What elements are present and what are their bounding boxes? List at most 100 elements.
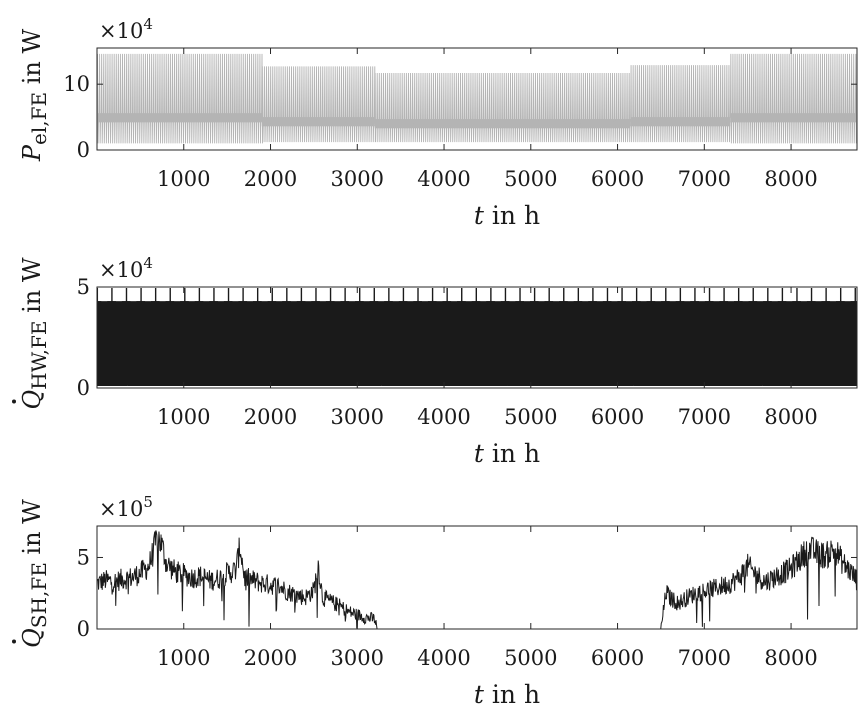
- base-band: [630, 117, 731, 127]
- y-axis-label: QSH,FE in W: [18, 499, 51, 648]
- q-dot-accent: [12, 639, 16, 644]
- x-tick-label: 5000: [504, 167, 557, 191]
- weekly-gap: [349, 288, 356, 302]
- panel-electric-power: 1000 2000 3000 4000 5000 6000 7000 8000 0 10 ×104 t…: [18, 15, 858, 230]
- data-series: [97, 288, 857, 386]
- weekly-gap: [800, 288, 807, 302]
- weekly-gap: [771, 288, 778, 302]
- y-axis-unit: in W: [18, 257, 46, 320]
- axes-frame: [96, 47, 858, 151]
- x-axis-label: t in h: [474, 680, 540, 704]
- x-tick-label: 4000: [417, 646, 470, 670]
- weekly-gap: [217, 288, 224, 302]
- exponent-power: 5: [143, 493, 153, 511]
- x-axis-variable: t: [474, 201, 485, 230]
- x-tick-label: 3000: [331, 405, 384, 429]
- weekly-gap: [451, 288, 458, 302]
- x-axis-variable: t: [474, 680, 485, 704]
- weekly-gap: [494, 288, 501, 302]
- y-tick-label: 5: [77, 545, 90, 569]
- x-axis-variable: t: [474, 439, 485, 468]
- series-line: [97, 288, 857, 386]
- weekly-gap: [465, 288, 472, 302]
- exponent-power: 4: [143, 254, 153, 272]
- y-axis-unit: in W: [18, 29, 46, 92]
- x-axis-label: t in h: [474, 439, 540, 468]
- y-tick-label: 0: [77, 617, 90, 641]
- q-dot-accent: [12, 399, 16, 404]
- x-tick-label: 5000: [504, 646, 557, 670]
- weekly-gap: [145, 288, 152, 302]
- weekly-gap: [407, 288, 414, 302]
- x-tick-label: 6000: [591, 167, 644, 191]
- weekly-gap: [363, 288, 370, 302]
- axes-frame: [96, 525, 858, 630]
- y-axis-subscript: el,FE: [27, 92, 51, 145]
- x-tick-label: 2000: [244, 646, 297, 670]
- y-axis-symbol: P: [18, 144, 46, 162]
- y-axis-subscript: SH,FE: [27, 562, 51, 628]
- x-axis-unit: in h: [484, 201, 540, 230]
- weekly-gap: [305, 288, 312, 302]
- weekly-gap: [130, 288, 137, 302]
- axes-frame: [96, 286, 858, 389]
- y-tick-label: 0: [77, 138, 90, 162]
- weekly-gap: [203, 288, 210, 302]
- weekly-gap: [786, 288, 793, 302]
- weekly-gap: [567, 288, 574, 302]
- weekly-gap: [655, 288, 662, 302]
- weekly-gap: [378, 288, 385, 302]
- weekly-gap: [290, 288, 297, 302]
- x-tick-label: 3000: [331, 646, 384, 670]
- x-tick-label: 8000: [764, 167, 817, 191]
- y-axis-unit: in W: [18, 499, 46, 562]
- weekly-gap: [392, 288, 399, 302]
- exponent-base: ×10: [99, 19, 143, 43]
- y-tick-label: 0: [77, 376, 90, 400]
- exponent-base: ×10: [99, 258, 143, 282]
- weekly-gap: [188, 288, 195, 302]
- base-band: [261, 117, 375, 127]
- exponent-base: ×10: [99, 497, 143, 521]
- x-tick-label: 7000: [678, 405, 731, 429]
- weekly-gap: [480, 288, 487, 302]
- weekly-gap: [232, 288, 239, 302]
- exponent-label: ×104: [99, 254, 153, 282]
- x-tick-label: 6000: [591, 646, 644, 670]
- x-axis-unit: in h: [484, 439, 540, 468]
- series-line: [97, 53, 857, 144]
- weekly-gap: [101, 288, 108, 302]
- weekly-gap: [757, 288, 764, 302]
- weekly-gap: [698, 288, 705, 302]
- exponent-label: ×104: [99, 15, 153, 43]
- weekly-gap: [115, 288, 122, 302]
- y-axis-label: QHW,FE in W: [18, 257, 51, 409]
- data-series: [97, 53, 857, 144]
- series-line: [97, 530, 857, 629]
- weekly-gap: [669, 288, 676, 302]
- weekly-gap: [830, 288, 837, 302]
- x-tick-label: 7000: [678, 646, 731, 670]
- x-tick-label: 7000: [678, 167, 731, 191]
- y-axis-subscript: HW,FE: [27, 321, 51, 390]
- x-axis-unit: in h: [484, 680, 540, 704]
- x-tick-label: 1000: [157, 646, 210, 670]
- weekly-gap: [640, 288, 647, 302]
- panel-space-heating-heat: 1000 2000 3000 4000 5000 6000 7000 800005×105t …: [12, 493, 858, 704]
- weekly-gap: [713, 288, 720, 302]
- x-axis-label: t in h: [474, 201, 540, 230]
- weekly-gap: [509, 288, 516, 302]
- weekly-gap: [276, 288, 283, 302]
- weekly-gap: [334, 288, 341, 302]
- weekly-gap: [742, 288, 749, 302]
- x-tick-label: 2000: [244, 167, 297, 191]
- exponent-label: ×105: [99, 493, 153, 521]
- x-tick-label: 8000: [764, 405, 817, 429]
- weekly-gap: [553, 288, 560, 302]
- x-tick-label: 4000: [417, 167, 470, 191]
- weekly-gap: [174, 288, 181, 302]
- weekly-gap: [538, 288, 545, 302]
- weekly-gap: [844, 288, 851, 302]
- weekly-gap: [596, 288, 603, 302]
- x-tick-label: 1000: [157, 167, 210, 191]
